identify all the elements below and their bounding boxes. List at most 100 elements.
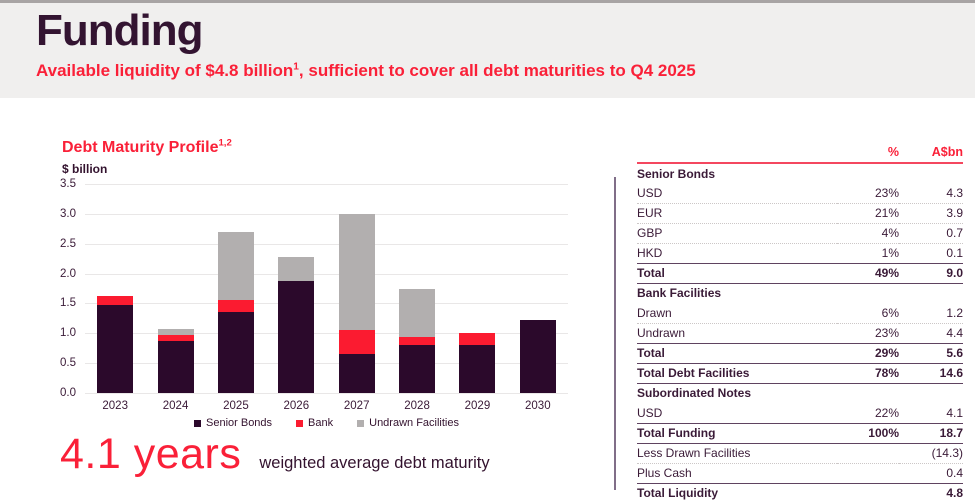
top-border-line	[0, 0, 975, 3]
table-row-total-debt-facilities: Total Debt Facilities 78% 14.6	[637, 363, 963, 383]
debt-maturity-chart	[85, 184, 568, 394]
y-tick-label: 1.0	[60, 327, 76, 340]
table-row-drawn: Drawn 6% 1.2	[637, 303, 963, 323]
gridline-2.5	[85, 243, 568, 245]
cell-label: Subordinated Notes	[637, 386, 752, 401]
bar-2024-undrawn-facilities	[157, 329, 194, 336]
cell-amount: 0.1	[946, 246, 963, 260]
table-row-usd: USD 22% 4.1	[637, 403, 963, 423]
table-header-row: % A$bn	[637, 141, 963, 163]
table-row-total: Total 49% 9.0	[637, 263, 963, 283]
x-tick-label-2028: 2028	[404, 400, 430, 412]
x-tick-label-2026: 2026	[283, 400, 310, 412]
cell-pct	[837, 163, 899, 183]
cell-pct: 22%	[874, 405, 899, 420]
footnote-marker-1: 1	[293, 61, 299, 73]
chart-legend: Senior Bonds Bank Undrawn Facilities	[85, 417, 568, 429]
page-subtitle: Available liquidity of $4.8 billion1, su…	[36, 61, 696, 81]
weighted-average-maturity: 4.1 years weighted average debt maturity	[60, 430, 490, 479]
table-row-total: Total 29% 5.6	[637, 343, 963, 363]
cell-amount: 1.2	[946, 305, 963, 320]
cell-label: USD	[637, 185, 663, 200]
cell-amount: 0.4	[946, 466, 963, 480]
cell-pct: 23%	[874, 326, 899, 340]
cell-label: HKD	[637, 246, 663, 260]
bar-2027-undrawn-facilities	[338, 213, 375, 331]
header-percent: %	[887, 144, 899, 159]
x-tick-label-2027: 2027	[343, 400, 370, 412]
legend-label: Undrawn Facilities	[369, 417, 459, 429]
bar-2026-undrawn-facilities	[278, 256, 315, 281]
legend-label: Senior Bonds	[206, 417, 273, 429]
table-row-eur: EUR 21% 3.9	[637, 203, 963, 223]
bar-2028-undrawn-facilities	[399, 288, 436, 337]
cell-pct	[837, 483, 899, 500]
table-row-total-funding: Total Funding 100% 18.7	[637, 423, 963, 443]
cell-pct	[837, 383, 899, 403]
cell-pct: 1%	[881, 246, 899, 260]
cell-amount: 18.7	[939, 426, 963, 440]
cell-amount: (14.3)	[931, 446, 963, 460]
cell-amount: 14.6	[939, 366, 963, 380]
cell-amount: 4.1	[946, 405, 963, 420]
bar-2025-senior-bonds	[217, 312, 254, 393]
bar-2025-undrawn-facilities	[217, 231, 254, 301]
cell-label: Less Drawn Facilities	[637, 446, 751, 460]
cell-amount	[899, 163, 963, 183]
cell-pct	[837, 443, 899, 463]
gridline-2.0	[85, 273, 568, 275]
gridline-3.5	[85, 184, 568, 185]
table-row-subordinated-notes: Subordinated Notes	[637, 383, 963, 403]
bar-2029-bank	[459, 333, 496, 346]
legend-label: Bank	[308, 417, 334, 429]
cell-pct	[837, 283, 899, 303]
bar-2025-bank	[217, 300, 254, 313]
cell-amount: 9.0	[946, 266, 963, 280]
legend-swatch-icon	[296, 419, 304, 427]
gridline-1.0	[85, 333, 568, 335]
bar-2028-bank	[399, 336, 436, 346]
y-tick-label: 3.0	[60, 207, 76, 220]
x-tick-label-2030: 2030	[525, 400, 551, 412]
bar-2023-bank	[97, 295, 134, 306]
cell-pct	[837, 463, 899, 483]
chart-title-text: Debt Maturity Profile	[62, 139, 219, 156]
page-title: Funding	[36, 6, 203, 55]
y-tick-label: 1.5	[60, 297, 76, 310]
cell-amount	[899, 383, 963, 403]
bar-2027-bank	[338, 330, 375, 355]
table-row-hkd: HKD 1% 0.1	[637, 243, 963, 263]
bar-2024-senior-bonds	[157, 341, 194, 393]
cell-label: Plus Cash	[637, 466, 692, 480]
y-tick-label: 2.0	[60, 267, 76, 280]
y-tick-label: 0.5	[60, 357, 76, 370]
subtitle-text: Available liquidity of $4.8 billion	[36, 61, 294, 80]
cell-pct: 100%	[868, 426, 899, 440]
legend-swatch-icon	[194, 419, 201, 427]
legend-item-bank: Bank	[296, 417, 333, 429]
cell-pct: 6%	[881, 305, 899, 320]
x-tick-label-2025: 2025	[223, 400, 249, 412]
cell-pct: 78%	[874, 366, 899, 380]
legend-swatch-icon	[357, 419, 365, 427]
cell-label: Drawn	[637, 305, 672, 320]
chart-unit-label: $ billion	[62, 162, 108, 176]
cell-label: Total	[637, 346, 665, 360]
gridline-0.0	[85, 393, 568, 394]
cell-label: Total	[637, 266, 665, 280]
cell-amount: 5.6	[946, 346, 963, 360]
cell-amount: 4.4	[946, 326, 963, 340]
table-row-gbp: GBP 4% 0.7	[637, 223, 963, 243]
bar-2026-senior-bonds	[278, 280, 315, 393]
bar-2024-bank	[157, 335, 194, 342]
cell-label: GBP	[637, 226, 663, 240]
funding-table: % A$bn Senior Bonds USD 23% 4.3 EUR 21% 3.9 GBP…	[637, 141, 963, 500]
cell-amount: 4.8	[946, 486, 963, 500]
cell-label: Total Funding	[637, 426, 716, 440]
x-tick-label-2023: 2023	[102, 400, 128, 412]
cell-pct: 23%	[874, 185, 899, 200]
table-row-undrawn: Undrawn 23% 4.4	[637, 323, 963, 343]
subtitle-text-rest: , sufficient to cover all debt maturitie…	[298, 61, 696, 80]
vertical-divider	[614, 177, 616, 490]
